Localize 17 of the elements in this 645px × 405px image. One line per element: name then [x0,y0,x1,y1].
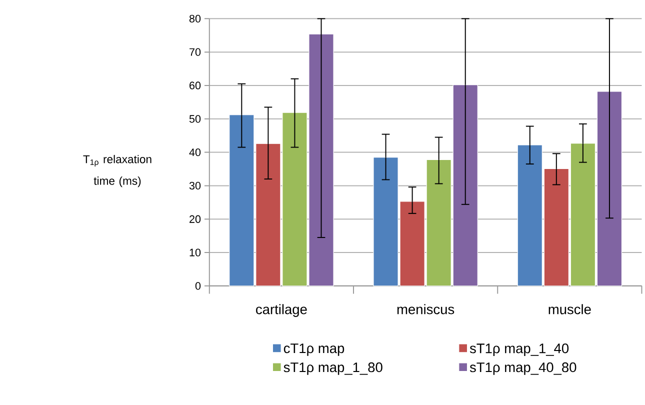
x-tick-label: muscle [548,304,591,314]
y-tick-label: 80 [189,14,201,23]
x-tick-label: meniscus [397,304,454,314]
y-tick-label: 0 [195,282,201,290]
y-tick-label: 30 [189,182,201,190]
legend-label: sT1ρ map_1_80 [284,362,382,375]
y-axis-title: T$_{1ρ}$ relaxation time (ms) [83,155,152,188]
legend-label: sT1ρ map_40_80 [470,362,576,375]
legend-label: sT1ρ map_1_40 [470,344,569,356]
y-tick-label: 10 [190,248,201,256]
y-tick-label: 20 [190,215,201,224]
y-tick-label: 50 [189,115,201,123]
x-tick-label: cartilage [256,304,307,318]
legend-label: cT1ρ map [284,344,344,356]
y-tick-label: 60 [190,82,201,90]
y-tick-label: 40 [189,148,201,156]
y-tick-label: 70 [190,48,201,56]
